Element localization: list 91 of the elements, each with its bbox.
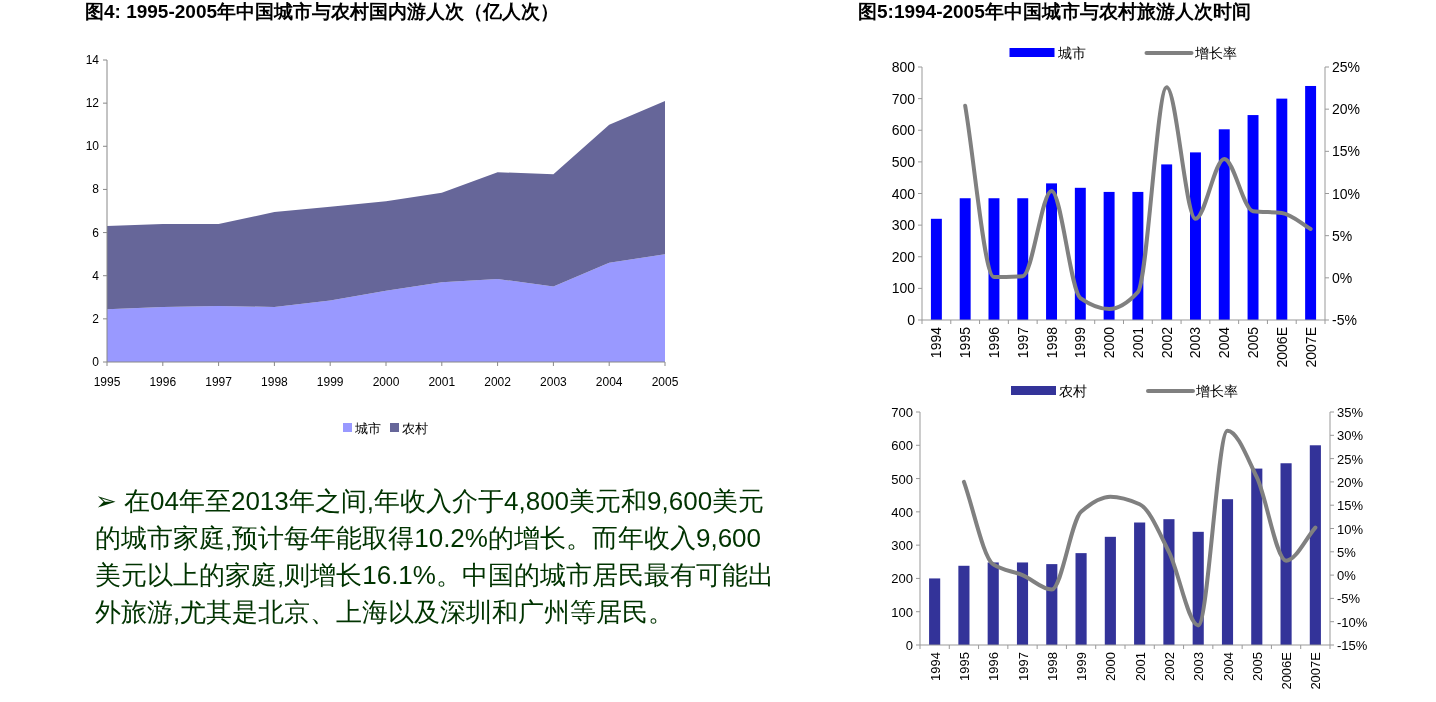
x-tick-label: 1997 [1014, 326, 1031, 359]
y-tick-label: 6 [92, 225, 100, 240]
y2-tick-label: -15% [1337, 638, 1368, 653]
y2-tick-label: 35% [1337, 405, 1364, 420]
x-tick-label: 1995 [957, 326, 974, 359]
y-tick-label: 400 [891, 185, 916, 202]
x-tick-label: 2005 [1249, 652, 1265, 681]
y2-tick-label: 15% [1332, 143, 1361, 160]
x-tick-label: 1998 [1044, 652, 1060, 681]
text: ➢ 在04年至2013年之间,年收入介于4,800美元和9,600美元的城市家庭,预计每年能取得10.2%的增长。而年收入9,600美元以上的家庭,则增长16.1%。中国的城市居民最有可能出外旅游,尤其是北京、上海以及深圳和广州等居民。 [95, 485, 775, 629]
y2-tick-label: 30% [1337, 428, 1364, 444]
legend-label: 城市 [1056, 45, 1086, 61]
y2-tick-label: 20% [1332, 101, 1361, 118]
x-tick-label: 2000 [372, 375, 400, 389]
x-tick-label: 1999 [1072, 326, 1089, 359]
y-tick-label: 600 [891, 438, 913, 454]
chart-title: 图5:1994-2005年中国城市与农村旅游人次时间 [858, 1, 1251, 22]
x-tick-label: 1995 [93, 375, 121, 389]
y-tick-label: 500 [891, 153, 916, 170]
x-tick-label: 2004 [1216, 326, 1233, 359]
y2-tick-label: -10% [1337, 614, 1368, 630]
x-tick-label: 2002 [1161, 652, 1177, 681]
x-tick-label: 1997 [1015, 652, 1031, 681]
y-tick-label: 500 [891, 471, 913, 487]
x-tick-label: 2006E [1279, 651, 1295, 690]
x-tick-label: 2000 [1101, 326, 1118, 359]
y-tick-label: 600 [891, 122, 916, 139]
y2-tick-label: 5% [1332, 227, 1353, 244]
y-tick-label: 0 [92, 355, 100, 369]
x-tick-label: 1997 [205, 375, 233, 389]
x-tick-label: 2006E [1273, 327, 1290, 368]
x-tick-label: 2002 [484, 375, 512, 389]
x-tick-label: 2001 [428, 375, 456, 389]
y-tick-label: 200 [891, 571, 913, 587]
x-tick-label: 2004 [1220, 652, 1236, 681]
x-tick-label: 1994 [927, 652, 943, 681]
y-tick-label: 800 [891, 59, 916, 75]
chart-title: 图4: 1995-2005年中国城市与农村国内游人次（亿人次） [85, 1, 560, 22]
legend-label: 城市 [354, 421, 381, 436]
x-tick-label: 1996 [986, 652, 1002, 681]
y-tick-label: 700 [891, 90, 916, 107]
x-tick-label: 1996 [985, 326, 1002, 359]
x-tick-label: 2003 [1191, 652, 1207, 681]
y-tick-label: 8 [92, 182, 100, 197]
x-tick-label: 2001 [1129, 326, 1146, 359]
x-tick-label: 2005 [651, 375, 679, 389]
x-tick-label: 1998 [1043, 326, 1060, 359]
x-tick-label: 1999 [316, 375, 344, 389]
legend-label: 增长率 [1193, 45, 1237, 61]
y-tick-label: 200 [891, 248, 916, 265]
y2-tick-label: -5% [1332, 312, 1357, 328]
x-tick-label: 2001 [1132, 652, 1148, 681]
legend-label: 农村 [402, 421, 428, 436]
x-tick-label: 1995 [956, 652, 972, 681]
x-tick-label: 1996 [149, 375, 177, 389]
y2-tick-label: 5% [1337, 544, 1357, 560]
y-tick-label: 0 [905, 638, 913, 653]
x-tick-label: 2003 [1187, 326, 1204, 359]
y-tick-label: 100 [891, 604, 913, 620]
y2-tick-label: 15% [1337, 498, 1364, 514]
y-tick-label: 14 [85, 53, 100, 67]
y2-tick-label: 10% [1337, 521, 1364, 537]
legend-label: 增长率 [1195, 383, 1238, 399]
y2-tick-label: 10% [1332, 185, 1361, 202]
y-tick-label: 100 [891, 280, 916, 297]
y-tick-label: 0 [907, 312, 916, 328]
y-tick-label: 700 [891, 405, 913, 420]
y2-tick-label: 0% [1332, 269, 1353, 286]
y2-tick-label: 25% [1337, 451, 1364, 467]
x-tick-label: 1998 [261, 375, 289, 389]
y2-tick-label: -5% [1337, 591, 1361, 607]
x-tick-label: 2004 [595, 375, 623, 389]
y-tick-label: 400 [891, 504, 913, 520]
y-tick-label: 300 [891, 538, 913, 554]
legend-label: 农村 [1059, 383, 1087, 399]
y-tick-label: 2 [92, 311, 100, 326]
x-tick-label: 2000 [1103, 652, 1119, 681]
y2-tick-label: 20% [1337, 474, 1364, 490]
y-tick-label: 10 [85, 139, 100, 154]
x-tick-label: 2007E [1302, 327, 1319, 368]
y-tick-label: 4 [92, 268, 100, 283]
y2-tick-label: 0% [1337, 568, 1357, 584]
x-tick-label: 2003 [540, 375, 568, 389]
x-tick-label: 1994 [928, 326, 945, 359]
x-tick-label: 2007E [1308, 651, 1324, 690]
x-tick-label: 1999 [1074, 652, 1090, 681]
x-tick-label: 2005 [1245, 326, 1262, 359]
y-tick-label: 300 [891, 217, 916, 234]
x-tick-label: 2002 [1158, 326, 1175, 359]
y2-tick-label: 25% [1332, 59, 1361, 75]
y-tick-label: 12 [85, 96, 100, 111]
